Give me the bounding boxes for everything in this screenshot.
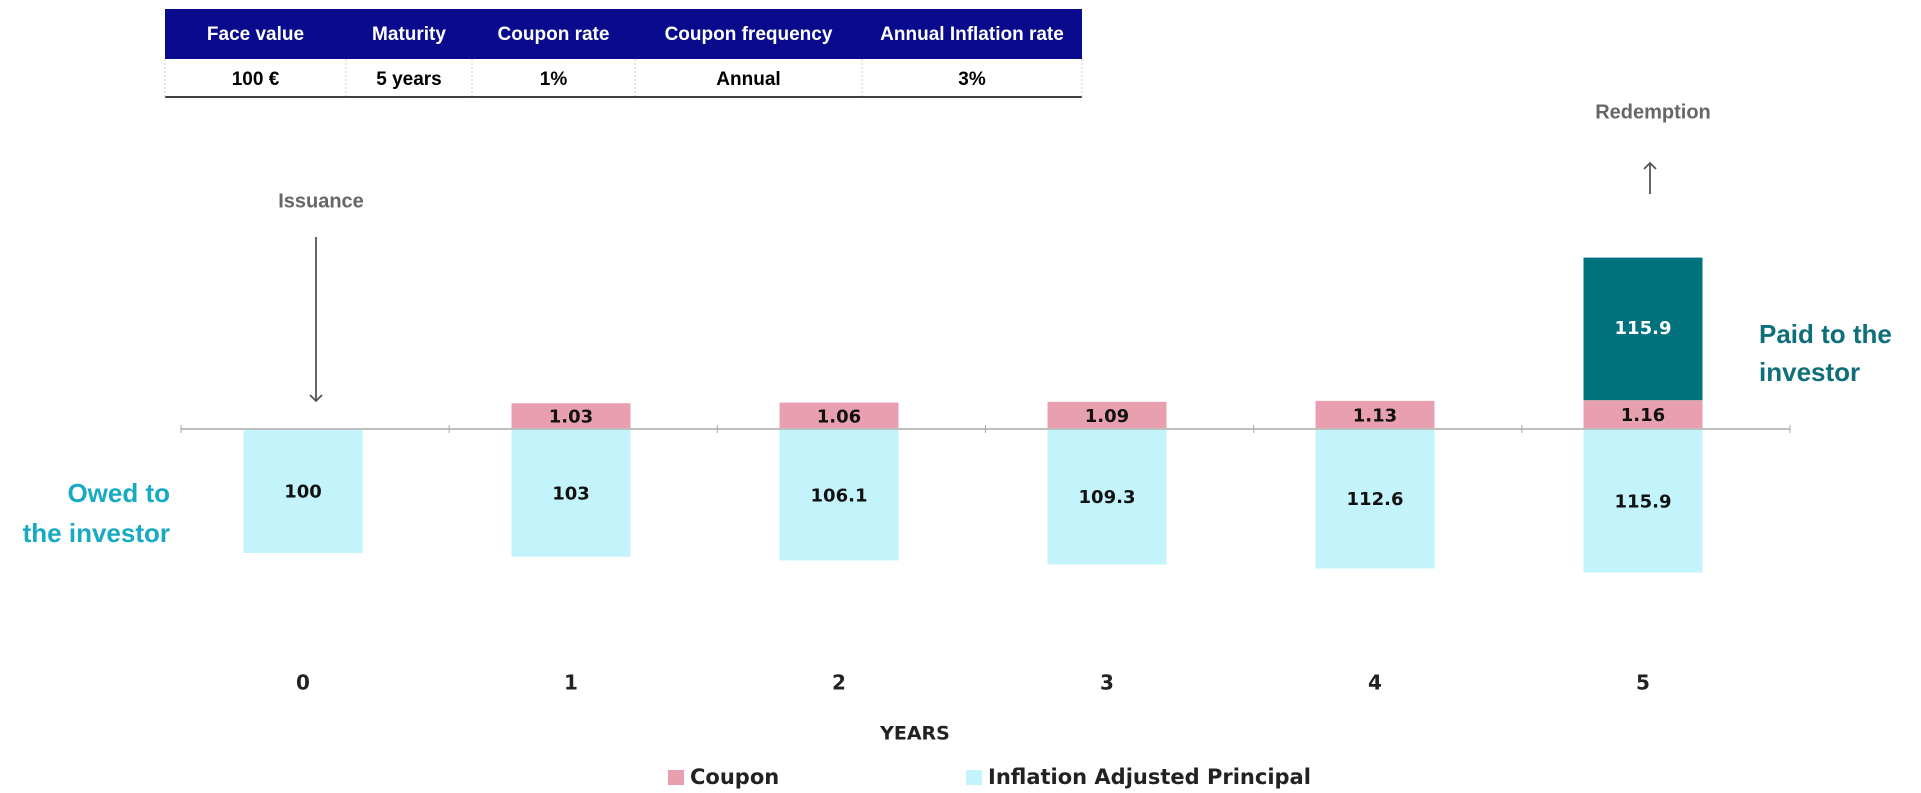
issuance-label: Issuance (278, 190, 364, 212)
x-tick-label: 5 (1636, 671, 1650, 695)
x-tick-label: 3 (1100, 671, 1114, 695)
coupon-bar (1583, 400, 1703, 428)
principal-bar (1315, 430, 1435, 569)
principal-bar (1583, 430, 1703, 573)
table-cell: Annual (716, 69, 780, 90)
table-header-cell: Face value (207, 24, 304, 45)
data-label: 1.09 (1085, 406, 1129, 427)
coupon-bar (511, 403, 631, 428)
coupon-bar (1047, 401, 1167, 428)
data-label: 115.9 (1615, 318, 1672, 339)
legend-label: Inflation Adjusted Principal (988, 765, 1311, 789)
data-label: 1.16 (1621, 405, 1665, 426)
paid-label: Paid to the (1759, 319, 1892, 349)
x-tick-label: 0 (296, 671, 310, 695)
data-label: 115.9 (1615, 491, 1672, 512)
table-header-bg (165, 9, 1082, 59)
principal-bar (1047, 430, 1167, 565)
legend-label: Coupon (690, 765, 779, 789)
x-tick-label: 2 (832, 671, 846, 695)
data-label: 100 (284, 482, 322, 503)
parameter-table: Face value Maturity Coupon rate Coupon freq… (164, 9, 1083, 98)
table-header-cell: Coupon rate (498, 24, 610, 45)
table-cell: 3% (958, 69, 986, 90)
table-header-cell: Maturity (372, 24, 446, 45)
paid-label: investor (1759, 357, 1860, 387)
data-label: 106.1 (811, 485, 868, 506)
principal-bar (511, 430, 631, 557)
redemption-bar (1583, 257, 1703, 401)
x-tick-label: 4 (1368, 671, 1382, 695)
redemption-label: Redemption (1595, 101, 1711, 123)
legend-swatch (966, 770, 982, 785)
coupon-bar (779, 402, 899, 428)
data-label: 112.6 (1347, 489, 1404, 510)
legend-swatch (668, 770, 684, 785)
table-cell: 100 € (232, 69, 280, 90)
owed-label: Owed to (67, 478, 170, 508)
x-axis-label: YEARS (879, 723, 950, 745)
table-header-cell: Coupon frequency (665, 24, 833, 45)
table-cell: 5 years (376, 69, 442, 90)
data-label: 1.13 (1353, 405, 1397, 426)
data-label: 103 (552, 483, 590, 504)
table-header-cell: Annual Inflation rate (880, 24, 1064, 45)
table-cell: 1% (540, 69, 568, 90)
data-label: 109.3 (1079, 487, 1136, 508)
principal-bar (779, 430, 899, 561)
data-label: 1.03 (549, 407, 593, 428)
data-label: 1.06 (817, 406, 861, 427)
owed-label: the investor (23, 518, 170, 548)
principal-bar (243, 430, 363, 553)
coupon-bar (1315, 400, 1435, 428)
x-tick-label: 1 (564, 671, 578, 695)
